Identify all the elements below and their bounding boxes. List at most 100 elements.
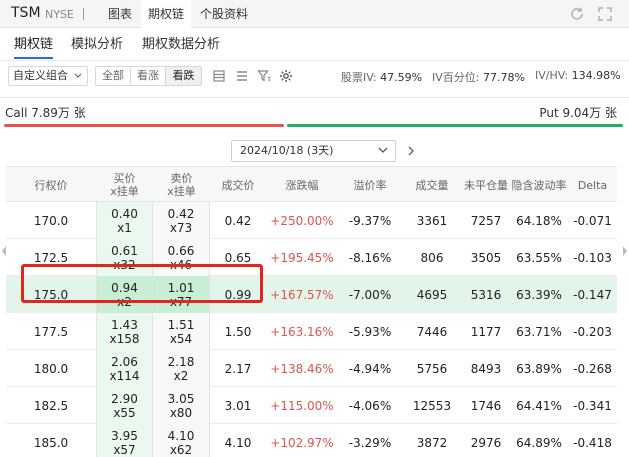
cell-volume: 3361 [416, 213, 448, 228]
cell-last: 4.10 [224, 435, 252, 450]
cell-ask: 2.18 x2 [153, 350, 210, 387]
iv-percentile-value: 77.78% [482, 71, 525, 84]
cell-iv: 63.89% [516, 361, 562, 376]
iv-hv-stat: IV/HV: 134.98% [535, 69, 621, 82]
cell-volume: 7446 [416, 324, 448, 339]
cell-last: 1.50 [224, 324, 252, 339]
cell-ask: 3.05 x80 [153, 387, 210, 424]
cell-oi: 1746 [470, 398, 502, 413]
cell-oi: 1177 [470, 324, 502, 339]
cell-strike: 177.5 [33, 324, 69, 339]
cell-delta: -0.268 [573, 361, 612, 376]
cell-last: 2.17 [224, 361, 252, 376]
scroll-left-icon[interactable] [0, 244, 8, 258]
divider [83, 8, 84, 20]
put-ratio-bar [287, 124, 623, 127]
cell-ask-size: x46 [169, 257, 193, 272]
cell-delta: -0.147 [573, 287, 612, 302]
cell-premium: -8.16% [348, 250, 392, 265]
chevron-down-icon [74, 73, 82, 78]
scroll-right-icon[interactable] [621, 244, 629, 258]
expiry-date-select[interactable]: 2024/10/18 (3天) [231, 140, 396, 162]
header-volume[interactable]: 成交量 [415, 178, 449, 192]
cell-change: +163.16% [270, 324, 334, 339]
header-ask-line2: x挂单 [167, 185, 196, 198]
exchange-label: NYSE [45, 8, 74, 21]
header-bid[interactable]: 买价 x挂单 [96, 167, 153, 203]
table-row[interactable]: 172.5 0.61 x32 0.66 x46 0.65 +195.45% -8.16% 806… [6, 239, 617, 276]
header-ask-line1: 卖价 [170, 172, 193, 185]
header-open-interest[interactable]: 未平仓量 [464, 178, 508, 192]
table-row[interactable]: 180.0 2.06 x114 2.18 x2 2.17 +138.46% -4.94% 575… [6, 350, 617, 387]
cell-ask: 0.66 x46 [153, 239, 210, 276]
cell-premium: -4.94% [348, 361, 392, 376]
cell-last: 0.42 [224, 213, 252, 228]
table-row[interactable]: 182.5 2.90 x55 3.05 x80 3.01 +115.00% -4.06% 125… [6, 387, 617, 424]
header-bid-line2: x挂单 [110, 185, 139, 198]
cell-bid-price: 3.95 [111, 428, 138, 443]
subtab-option-chain[interactable]: 期权链 [14, 33, 54, 59]
filter-icon[interactable] [257, 69, 271, 83]
table-row[interactable]: 175.0 0.94 x2 1.01 x77 0.99 +167.57% -7.00% 4695… [6, 276, 617, 313]
tab-company-profile[interactable]: 个股资料 [199, 7, 248, 21]
cell-strike: 175.0 [33, 287, 69, 302]
cell-ask-price: 0.66 [167, 243, 195, 258]
refresh-icon[interactable] [568, 5, 586, 23]
cell-ask-size: x2 [173, 368, 189, 383]
cell-iv: 63.71% [516, 324, 562, 339]
cell-ask-size: x73 [169, 220, 193, 235]
cell-oi: 8493 [470, 361, 502, 376]
cell-oi: 2976 [470, 435, 502, 450]
cell-volume: 4695 [416, 287, 448, 302]
combo-dropdown[interactable]: 自定义组合 [8, 66, 88, 86]
expand-icon[interactable] [596, 5, 614, 23]
filter-all-button[interactable]: 全部 [95, 66, 131, 86]
cell-bid: 0.40 x1 [96, 202, 153, 239]
ticker-symbol: TSM [11, 5, 41, 21]
tab-chart[interactable]: 图表 [107, 7, 132, 21]
subtab-simulation[interactable]: 模拟分析 [71, 37, 124, 52]
list-icon[interactable] [235, 69, 249, 83]
gear-icon[interactable] [279, 69, 293, 83]
cell-bid-size: x55 [113, 405, 136, 420]
cell-iv: 64.18% [516, 213, 562, 228]
cell-iv: 64.89% [516, 435, 562, 450]
next-expiry-icon[interactable] [405, 145, 417, 157]
cell-bid: 0.94 x2 [96, 276, 153, 313]
cell-change: +250.00% [270, 213, 334, 228]
cell-ask-price: 1.01 [167, 280, 195, 295]
cell-change: +102.97% [270, 435, 334, 450]
combo-dropdown-label: 自定义组合 [13, 69, 68, 82]
header-change[interactable]: 涨跌幅 [285, 178, 319, 192]
header-delta[interactable]: Delta [577, 178, 608, 192]
cell-oi: 5316 [470, 287, 502, 302]
filter-puts-button[interactable]: 看跌 [165, 66, 202, 86]
filter-calls-button[interactable]: 看涨 [130, 66, 166, 86]
header-strike[interactable]: 行权价 [34, 178, 68, 192]
header-ask[interactable]: 卖价 x挂单 [153, 167, 210, 203]
cell-premium: -3.29% [348, 435, 392, 450]
table-row[interactable]: 170.0 0.40 x1 0.42 x73 0.42 +250.00% -9.37% 3361… [6, 202, 617, 239]
cell-ask: 0.42 x73 [153, 202, 210, 239]
columns-icon[interactable] [212, 69, 226, 83]
tab-option-chain[interactable]: 期权链 [141, 0, 191, 28]
cell-premium: -4.06% [348, 398, 392, 413]
subtab-option-data-analysis[interactable]: 期权数据分析 [142, 37, 221, 52]
cell-bid-price: 0.94 [111, 280, 138, 295]
cell-delta: -0.203 [573, 324, 612, 339]
cell-ask: 1.51 x54 [153, 313, 210, 350]
cell-volume: 806 [420, 250, 444, 265]
cell-last: 0.65 [224, 250, 252, 265]
cell-bid-size: x57 [113, 442, 136, 457]
header-last[interactable]: 成交价 [221, 178, 255, 192]
cell-bid-price: 2.06 [111, 354, 138, 369]
header-premium[interactable]: 溢价率 [353, 178, 387, 192]
cell-ask-size: x54 [169, 331, 193, 346]
cell-premium: -5.93% [348, 324, 392, 339]
header-implied-volatility[interactable]: 隐含波动率 [511, 178, 567, 192]
cell-ask-size: x77 [169, 294, 193, 309]
table-row[interactable]: 185.0 3.95 x57 4.10 x62 4.10 +102.97% -3.29% 387… [6, 424, 617, 457]
cell-volume: 5756 [416, 361, 448, 376]
table-row[interactable]: 177.5 1.43 x158 1.51 x54 1.50 +163.16% -5.93% 74… [6, 313, 617, 350]
cell-bid-price: 0.61 [111, 243, 138, 258]
